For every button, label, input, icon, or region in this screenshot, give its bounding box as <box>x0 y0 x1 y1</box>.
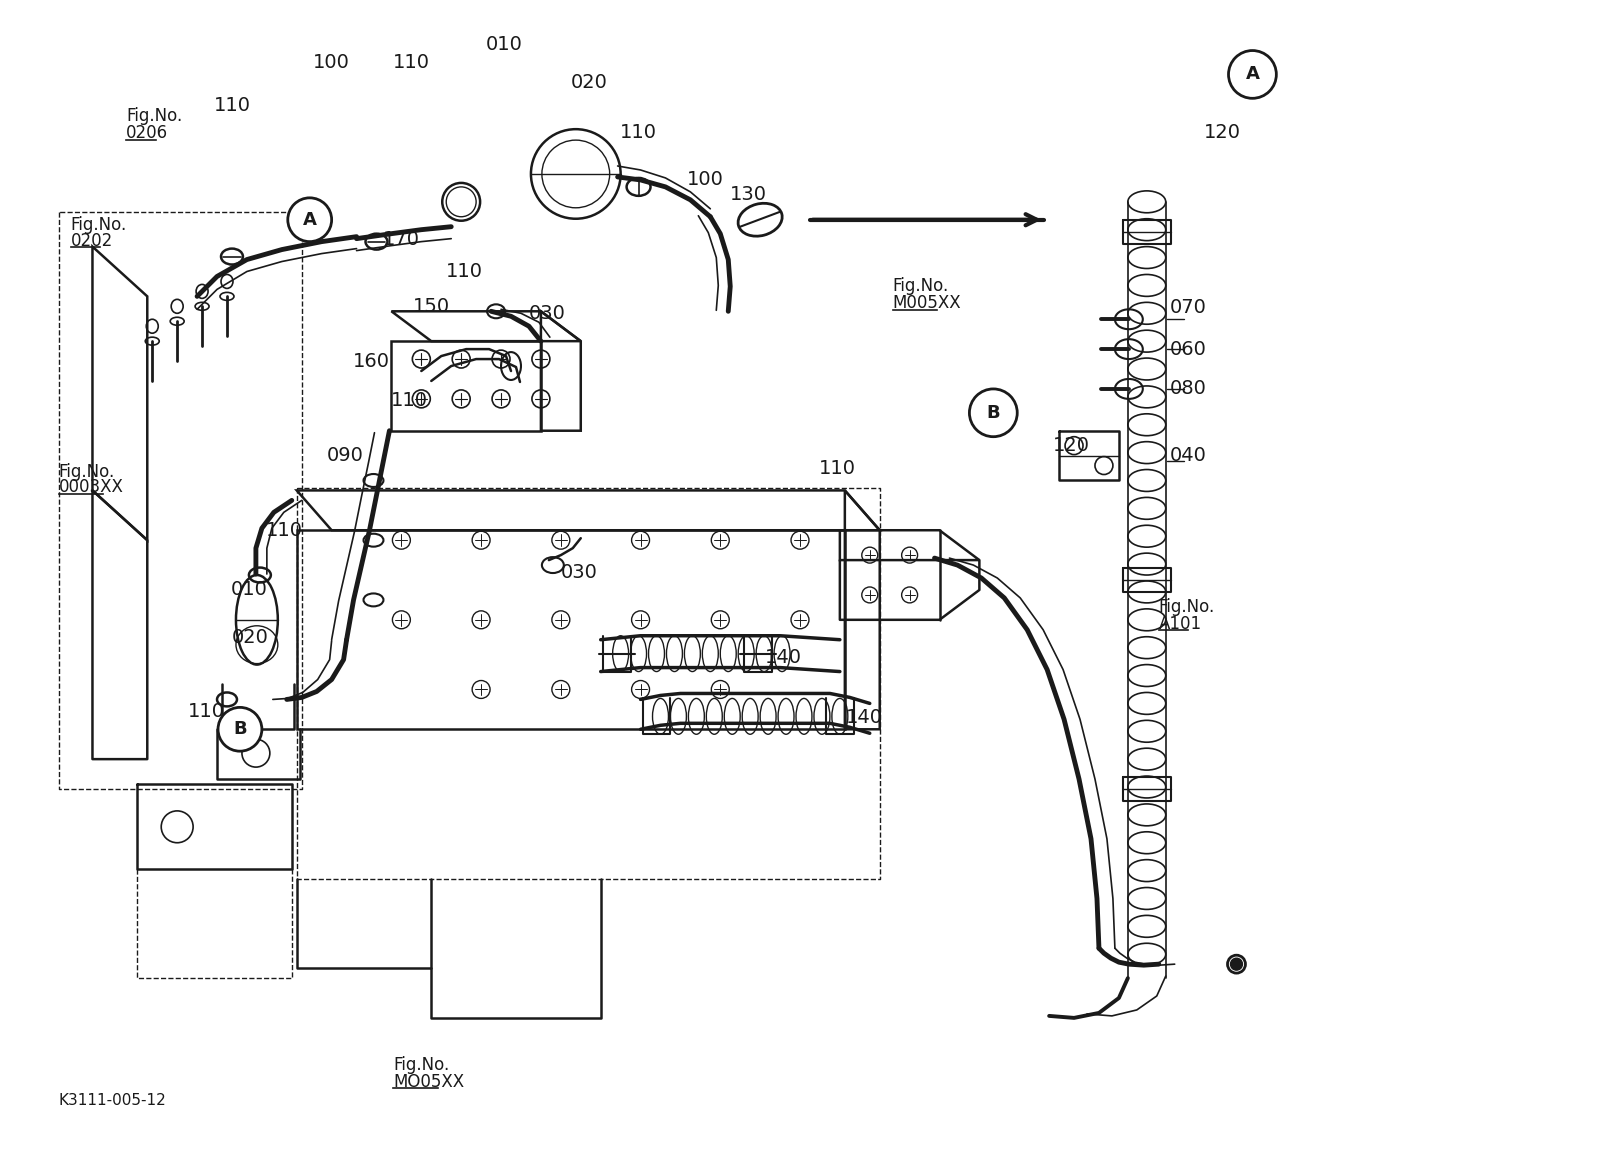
Text: A101: A101 <box>1158 615 1202 633</box>
Text: 130: 130 <box>730 186 766 204</box>
Text: K3111-005-12: K3111-005-12 <box>59 1093 166 1108</box>
Text: 110: 110 <box>390 391 427 410</box>
Circle shape <box>288 197 331 241</box>
Circle shape <box>218 707 262 751</box>
Circle shape <box>1230 958 1243 971</box>
Text: B: B <box>234 720 246 738</box>
Text: 030: 030 <box>528 304 565 323</box>
Text: 040: 040 <box>1170 446 1206 466</box>
Text: 110: 110 <box>213 96 251 115</box>
Text: 0202: 0202 <box>70 232 112 250</box>
Text: A: A <box>1245 65 1259 84</box>
Text: 140: 140 <box>765 648 802 668</box>
Text: 110: 110 <box>621 123 658 142</box>
Text: 060: 060 <box>1170 340 1206 359</box>
Text: MO05XX: MO05XX <box>394 1073 464 1090</box>
Text: 120: 120 <box>1205 123 1242 142</box>
Circle shape <box>1229 51 1277 99</box>
Text: 0206: 0206 <box>126 124 168 142</box>
Text: 020: 020 <box>232 628 269 647</box>
Text: Fig.No.: Fig.No. <box>893 277 949 295</box>
Text: Fig.No.: Fig.No. <box>1158 598 1214 616</box>
Text: 020: 020 <box>570 73 606 92</box>
Text: Fig.No.: Fig.No. <box>394 1055 450 1074</box>
Text: 100: 100 <box>686 171 723 189</box>
Text: 030: 030 <box>560 563 597 582</box>
Text: 110: 110 <box>394 53 430 72</box>
Text: 010: 010 <box>485 35 523 55</box>
Text: Fig.No.: Fig.No. <box>70 216 126 233</box>
Text: 120: 120 <box>1053 437 1090 455</box>
Text: 110: 110 <box>819 459 856 478</box>
Text: 080: 080 <box>1170 380 1206 398</box>
Text: 010: 010 <box>230 580 267 599</box>
Text: 110: 110 <box>266 521 304 540</box>
Text: 160: 160 <box>354 352 390 370</box>
Text: 110: 110 <box>446 262 483 281</box>
Text: A: A <box>302 211 317 229</box>
Text: B: B <box>987 404 1000 421</box>
Circle shape <box>970 389 1018 437</box>
Text: 140: 140 <box>846 708 883 727</box>
Text: 070: 070 <box>1170 298 1206 317</box>
Text: 170: 170 <box>382 230 419 250</box>
Text: 110: 110 <box>187 702 224 721</box>
Text: 150: 150 <box>413 297 450 316</box>
Text: 0003XX: 0003XX <box>59 478 123 497</box>
Text: Fig.No.: Fig.No. <box>126 107 182 125</box>
Text: Fig.No.: Fig.No. <box>59 462 115 481</box>
Text: 100: 100 <box>314 53 350 72</box>
Text: 090: 090 <box>326 446 365 466</box>
Text: M005XX: M005XX <box>893 295 962 312</box>
